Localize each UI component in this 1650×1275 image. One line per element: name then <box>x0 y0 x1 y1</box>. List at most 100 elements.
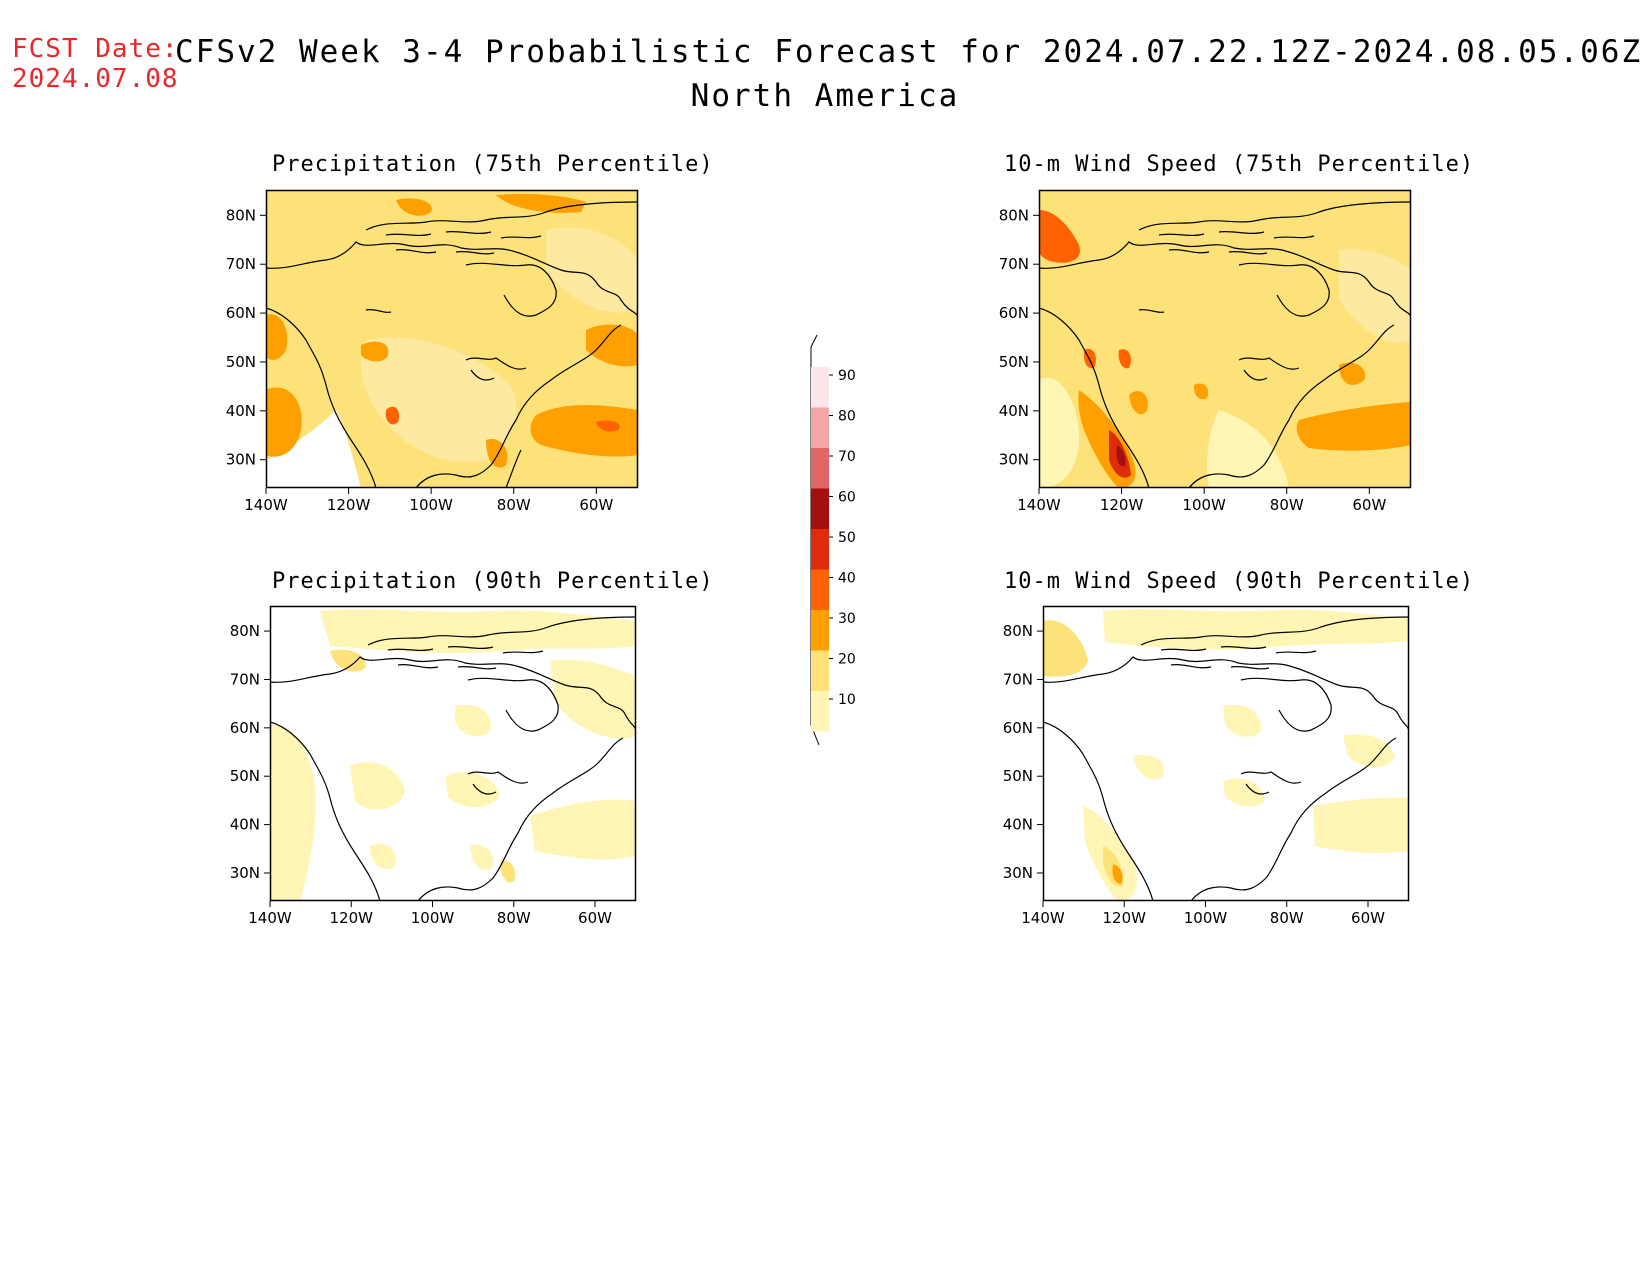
lat-label: 30N <box>999 451 1029 469</box>
map-frame <box>265 189 639 489</box>
lon-label: 120W <box>1103 909 1147 927</box>
lon-label: 60W <box>1352 496 1386 514</box>
lon-label: 100W <box>409 496 453 514</box>
lon-label: 60W <box>579 496 613 514</box>
lat-label: 40N <box>1003 816 1033 834</box>
colorbar-swatch <box>811 691 829 732</box>
lon-label: 100W <box>1182 496 1226 514</box>
field-light <box>360 337 517 462</box>
field-light <box>546 227 638 313</box>
lon-label: 80W <box>497 496 531 514</box>
lon-label: 60W <box>1351 909 1385 927</box>
panel-title-wind90: 10-m Wind Speed (90th Percentile) <box>1004 569 1475 594</box>
colorbar-swatch <box>811 448 829 489</box>
field-light <box>1133 754 1164 780</box>
field-yellow <box>330 649 366 672</box>
lat-label: 60N <box>1003 719 1033 737</box>
lon-label: 100W <box>411 909 455 927</box>
lon-label: 140W <box>1017 496 1061 514</box>
forecast-date: FCST Date: 2024.07.08 <box>12 34 179 94</box>
lat-label: 80N <box>1003 622 1033 640</box>
map-frame <box>269 605 637 902</box>
field-light <box>530 799 636 860</box>
field-orange <box>530 405 638 457</box>
colorbar: 90 80 70 60 50 40 30 20 10 <box>810 334 856 746</box>
colorbar-swatch <box>811 569 829 610</box>
colorbar-label: 30 <box>838 611 856 627</box>
lat-label: 50N <box>226 353 256 371</box>
wind75-map: 80N 70N 60N 50N 40N 30N 140W 120W 100W 80W 60W <box>999 189 1412 514</box>
field-light <box>350 762 405 810</box>
region-label: North America <box>690 78 960 114</box>
lon-label: 60W <box>578 909 612 927</box>
colorbar-label: 80 <box>838 409 856 425</box>
field-light <box>1103 609 1409 650</box>
field-orange <box>266 314 288 360</box>
lon-label: 140W <box>248 909 292 927</box>
lon-label: 80W <box>497 909 531 927</box>
page-title: CFSv2 Week 3-4 Probabilistic Forecast fo… <box>175 34 1643 70</box>
lat-label: 40N <box>226 402 256 420</box>
lat-label: 30N <box>1003 864 1033 882</box>
lat-label: 30N <box>230 864 260 882</box>
field-orange <box>1296 402 1411 451</box>
lat-label: 40N <box>230 816 260 834</box>
field-orange <box>1129 390 1148 415</box>
field-dark-orange <box>1039 210 1080 263</box>
lat-label: 30N <box>226 451 256 469</box>
map-frame <box>1038 189 1412 489</box>
lat-label: 40N <box>999 402 1029 420</box>
lon-label: 120W <box>1100 496 1144 514</box>
field-orange <box>266 387 302 457</box>
colorbar-swatch <box>811 407 829 448</box>
coastlines <box>266 201 638 488</box>
colorbar-label: 90 <box>838 368 856 384</box>
field-light <box>1313 797 1409 854</box>
field-light <box>1039 377 1080 488</box>
colorbar-label: 10 <box>838 692 856 708</box>
lon-label: 80W <box>1270 909 1304 927</box>
lat-label: 80N <box>230 622 260 640</box>
lon-label: 140W <box>244 496 288 514</box>
lat-label: 60N <box>226 304 256 322</box>
field-light <box>320 609 636 654</box>
field-light <box>455 704 491 737</box>
colorbar-swatch <box>811 610 829 651</box>
field-light <box>370 843 396 870</box>
field-dark-orange <box>1118 349 1131 369</box>
field-orange <box>496 193 586 213</box>
lon-label: 120W <box>327 496 371 514</box>
field-light <box>445 772 500 808</box>
lat-label: 50N <box>1003 767 1033 785</box>
field-orange <box>1339 362 1365 385</box>
field-light <box>470 844 494 870</box>
lat-label: 80N <box>999 206 1029 224</box>
page-subtitle: North America <box>0 78 1650 114</box>
map-frame <box>1042 605 1410 902</box>
lat-label: 70N <box>226 255 256 273</box>
lon-label: 100W <box>1184 909 1228 927</box>
lat-label: 50N <box>999 353 1029 371</box>
colorbar-label: 60 <box>838 490 856 506</box>
lat-label: 60N <box>999 304 1029 322</box>
precip90-map: 80N 70N 60N 50N 40N 30N 140W 120W 100W 80W 60W <box>230 605 637 927</box>
lon-label: 140W <box>1021 909 1065 927</box>
field-yellow <box>1043 620 1088 677</box>
lat-label: 50N <box>230 767 260 785</box>
lon-label: 120W <box>330 909 374 927</box>
precip75-map: 80N 70N 60N 50N 40N 30N 140W 120W 100W 80W 60W <box>226 189 639 514</box>
coastlines <box>1043 616 1409 901</box>
field-light <box>1343 734 1395 768</box>
lat-label: 80N <box>226 206 256 224</box>
lat-label: 60N <box>230 719 260 737</box>
field-light <box>1207 410 1289 488</box>
lat-label: 70N <box>999 255 1029 273</box>
field-dark-red <box>1116 445 1126 467</box>
forecast-date-label: FCST Date: <box>12 34 179 64</box>
field-orange <box>1112 864 1123 884</box>
field-orange <box>586 324 638 367</box>
wind90-map: 80N 70N 60N 50N 40N 30N 140W 120W 100W 80W 60W <box>1003 605 1410 927</box>
colorbar-swatch <box>811 367 829 408</box>
field-light <box>550 659 636 739</box>
forecast-date-value: 2024.07.08 <box>12 64 179 94</box>
